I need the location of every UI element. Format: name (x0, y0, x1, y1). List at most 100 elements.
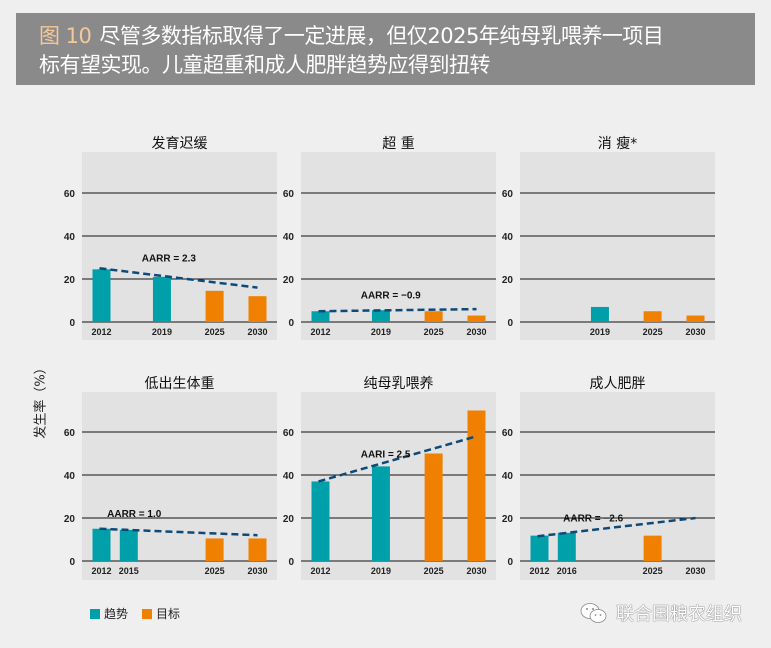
bar-target (424, 453, 443, 561)
trendline (537, 516, 696, 538)
bar-trend (371, 466, 390, 561)
plot-area (82, 392, 277, 580)
figure-title-line-2: 标有望实现。儿童超重和成人肥胖趋势应得到扭转 (39, 53, 491, 77)
watermark: 联合国粮农组织 (580, 600, 742, 626)
x-tick-label: 2030 (247, 566, 267, 576)
x-tick-label: 2025 (643, 327, 663, 337)
bar-target (467, 315, 486, 322)
x-tick-label: 2019 (590, 327, 610, 337)
bar-trend (152, 276, 171, 322)
y-tick-label: 40 (283, 232, 295, 243)
trend-annotation: AARR = −2.6 (563, 513, 623, 524)
x-tick-label: 2025 (643, 566, 663, 576)
bar-target (424, 311, 443, 322)
legend: 趋势 目标 (90, 605, 194, 622)
trend-annotation: AARR = −0.9 (361, 291, 421, 302)
bar-target (467, 410, 486, 561)
figure-title-line-1: 图 10 尽管多数指标取得了一定进展，但仅2025年纯母乳喂养一项目 (39, 23, 664, 49)
x-tick-label: 2030 (247, 327, 267, 337)
x-tick-label: 2012 (91, 327, 111, 337)
x-tick-label: 2030 (466, 327, 486, 337)
legend-label-trend: 趋势 (104, 607, 129, 621)
y-tick-label: 60 (64, 189, 76, 200)
bar-trend (92, 528, 111, 561)
y-tick-label: 40 (64, 471, 76, 482)
bar-target (205, 538, 224, 561)
x-tick-label: 2025 (424, 327, 444, 337)
x-tick-label: 2016 (557, 566, 577, 576)
x-tick-label: 2015 (119, 566, 139, 576)
bar-trend (119, 529, 138, 561)
y-tick-label: 40 (502, 232, 514, 243)
legend-swatch-trend (90, 608, 100, 619)
y-tick-label: 40 (502, 471, 514, 482)
bar-trend (92, 269, 111, 322)
panel-title-wasting: 消 瘦* (597, 136, 638, 152)
x-tick-label: 2025 (205, 327, 225, 337)
x-tick-label: 2012 (529, 566, 549, 576)
x-tick-label: 2030 (685, 566, 705, 576)
x-tick-label: 2025 (205, 566, 225, 576)
panel-title-adult-obesity: 成人肥胖 (589, 376, 646, 392)
bar-target (686, 315, 705, 322)
title-text-1: 尽管多数指标取得了一定进展，但仅2025年纯母乳喂养一项目 (99, 24, 664, 48)
y-tick-label: 20 (283, 514, 295, 525)
y-tick-label: 60 (502, 428, 514, 439)
trendline (318, 307, 477, 313)
bar-target (643, 311, 662, 322)
trendline (99, 527, 258, 537)
trendline (99, 267, 258, 289)
wechat-icon (580, 603, 607, 623)
y-tick-label: 40 (283, 471, 295, 482)
y-tick-label: 60 (283, 189, 295, 200)
y-tick-label: 0 (69, 557, 75, 568)
y-tick-label: 0 (288, 318, 294, 329)
figure-header: 图 10 尽管多数指标取得了一定进展，但仅2025年纯母乳喂养一项目 标有望实现。… (16, 13, 755, 85)
panel-title-stunting: 发育迟缓 (151, 136, 208, 152)
bar-target (643, 535, 662, 561)
y-tick-label: 60 (283, 428, 295, 439)
bar-trend (590, 306, 609, 322)
x-tick-label: 2012 (310, 566, 330, 576)
panel-title-exclusive-breastfeeding: 纯母乳喂养 (363, 376, 434, 392)
y-tick-label: 40 (64, 232, 76, 243)
y-tick-label: 20 (502, 275, 514, 286)
x-tick-label: 2019 (371, 327, 391, 337)
bar-target (205, 290, 224, 322)
bar-target (248, 296, 267, 322)
x-tick-label: 2025 (424, 566, 444, 576)
x-tick-label: 2019 (152, 327, 172, 337)
plot-area (520, 152, 715, 340)
trend-annotation: AARR = 2.3 (142, 253, 197, 264)
x-tick-label: 2030 (685, 327, 705, 337)
legend-item-target: 目标 (142, 605, 180, 622)
y-tick-label: 20 (283, 275, 295, 286)
y-tick-label: 0 (288, 557, 294, 568)
x-tick-label: 2012 (310, 327, 330, 337)
x-tick-label: 2012 (91, 566, 111, 576)
y-tick-label: 20 (502, 514, 514, 525)
plot-area (82, 152, 277, 340)
y-tick-label: 60 (502, 189, 514, 200)
panel-title-overweight: 超 重 (382, 136, 415, 152)
trend-annotation: AARI = 2.5 (361, 449, 411, 460)
y-tick-label: 0 (507, 557, 513, 568)
y-tick-label: 20 (64, 275, 76, 286)
bar-trend (530, 535, 549, 561)
legend-label-target: 目标 (156, 607, 181, 621)
bar-trend (311, 311, 330, 322)
y-tick-label: 60 (64, 428, 76, 439)
plot-area (301, 392, 496, 580)
panel-title-low-birthweight: 低出生体重 (144, 376, 215, 392)
watermark-text: 联合国粮农组织 (616, 604, 742, 625)
plot-area (520, 392, 715, 580)
y-tick-label: 0 (507, 318, 513, 329)
x-tick-label: 2030 (466, 566, 486, 576)
bar-trend (371, 310, 390, 322)
bar-target (248, 538, 267, 561)
bar-trend (311, 481, 330, 561)
trend-annotation: AARR = 1.0 (107, 509, 162, 520)
figure-number: 图 10 (39, 24, 92, 48)
legend-swatch-target (142, 608, 153, 619)
